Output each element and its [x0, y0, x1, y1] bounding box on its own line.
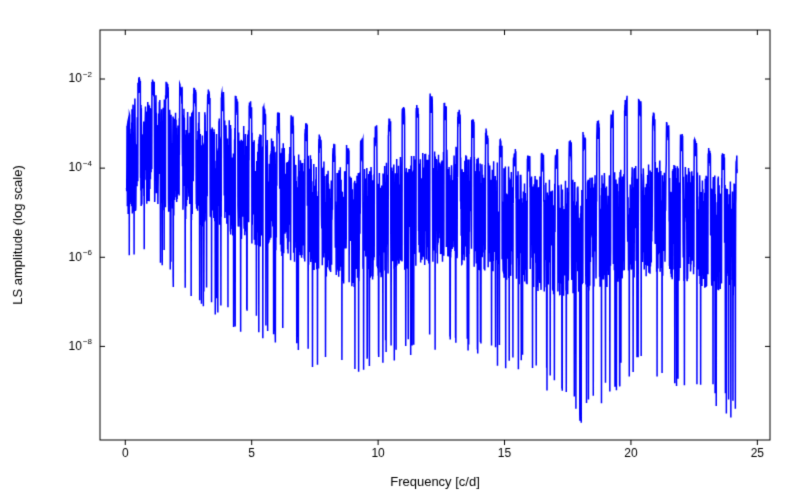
chart-canvas [0, 0, 800, 500]
periodogram-chart: Frequency [c/d] LS amplitude (log scale) [0, 0, 800, 500]
